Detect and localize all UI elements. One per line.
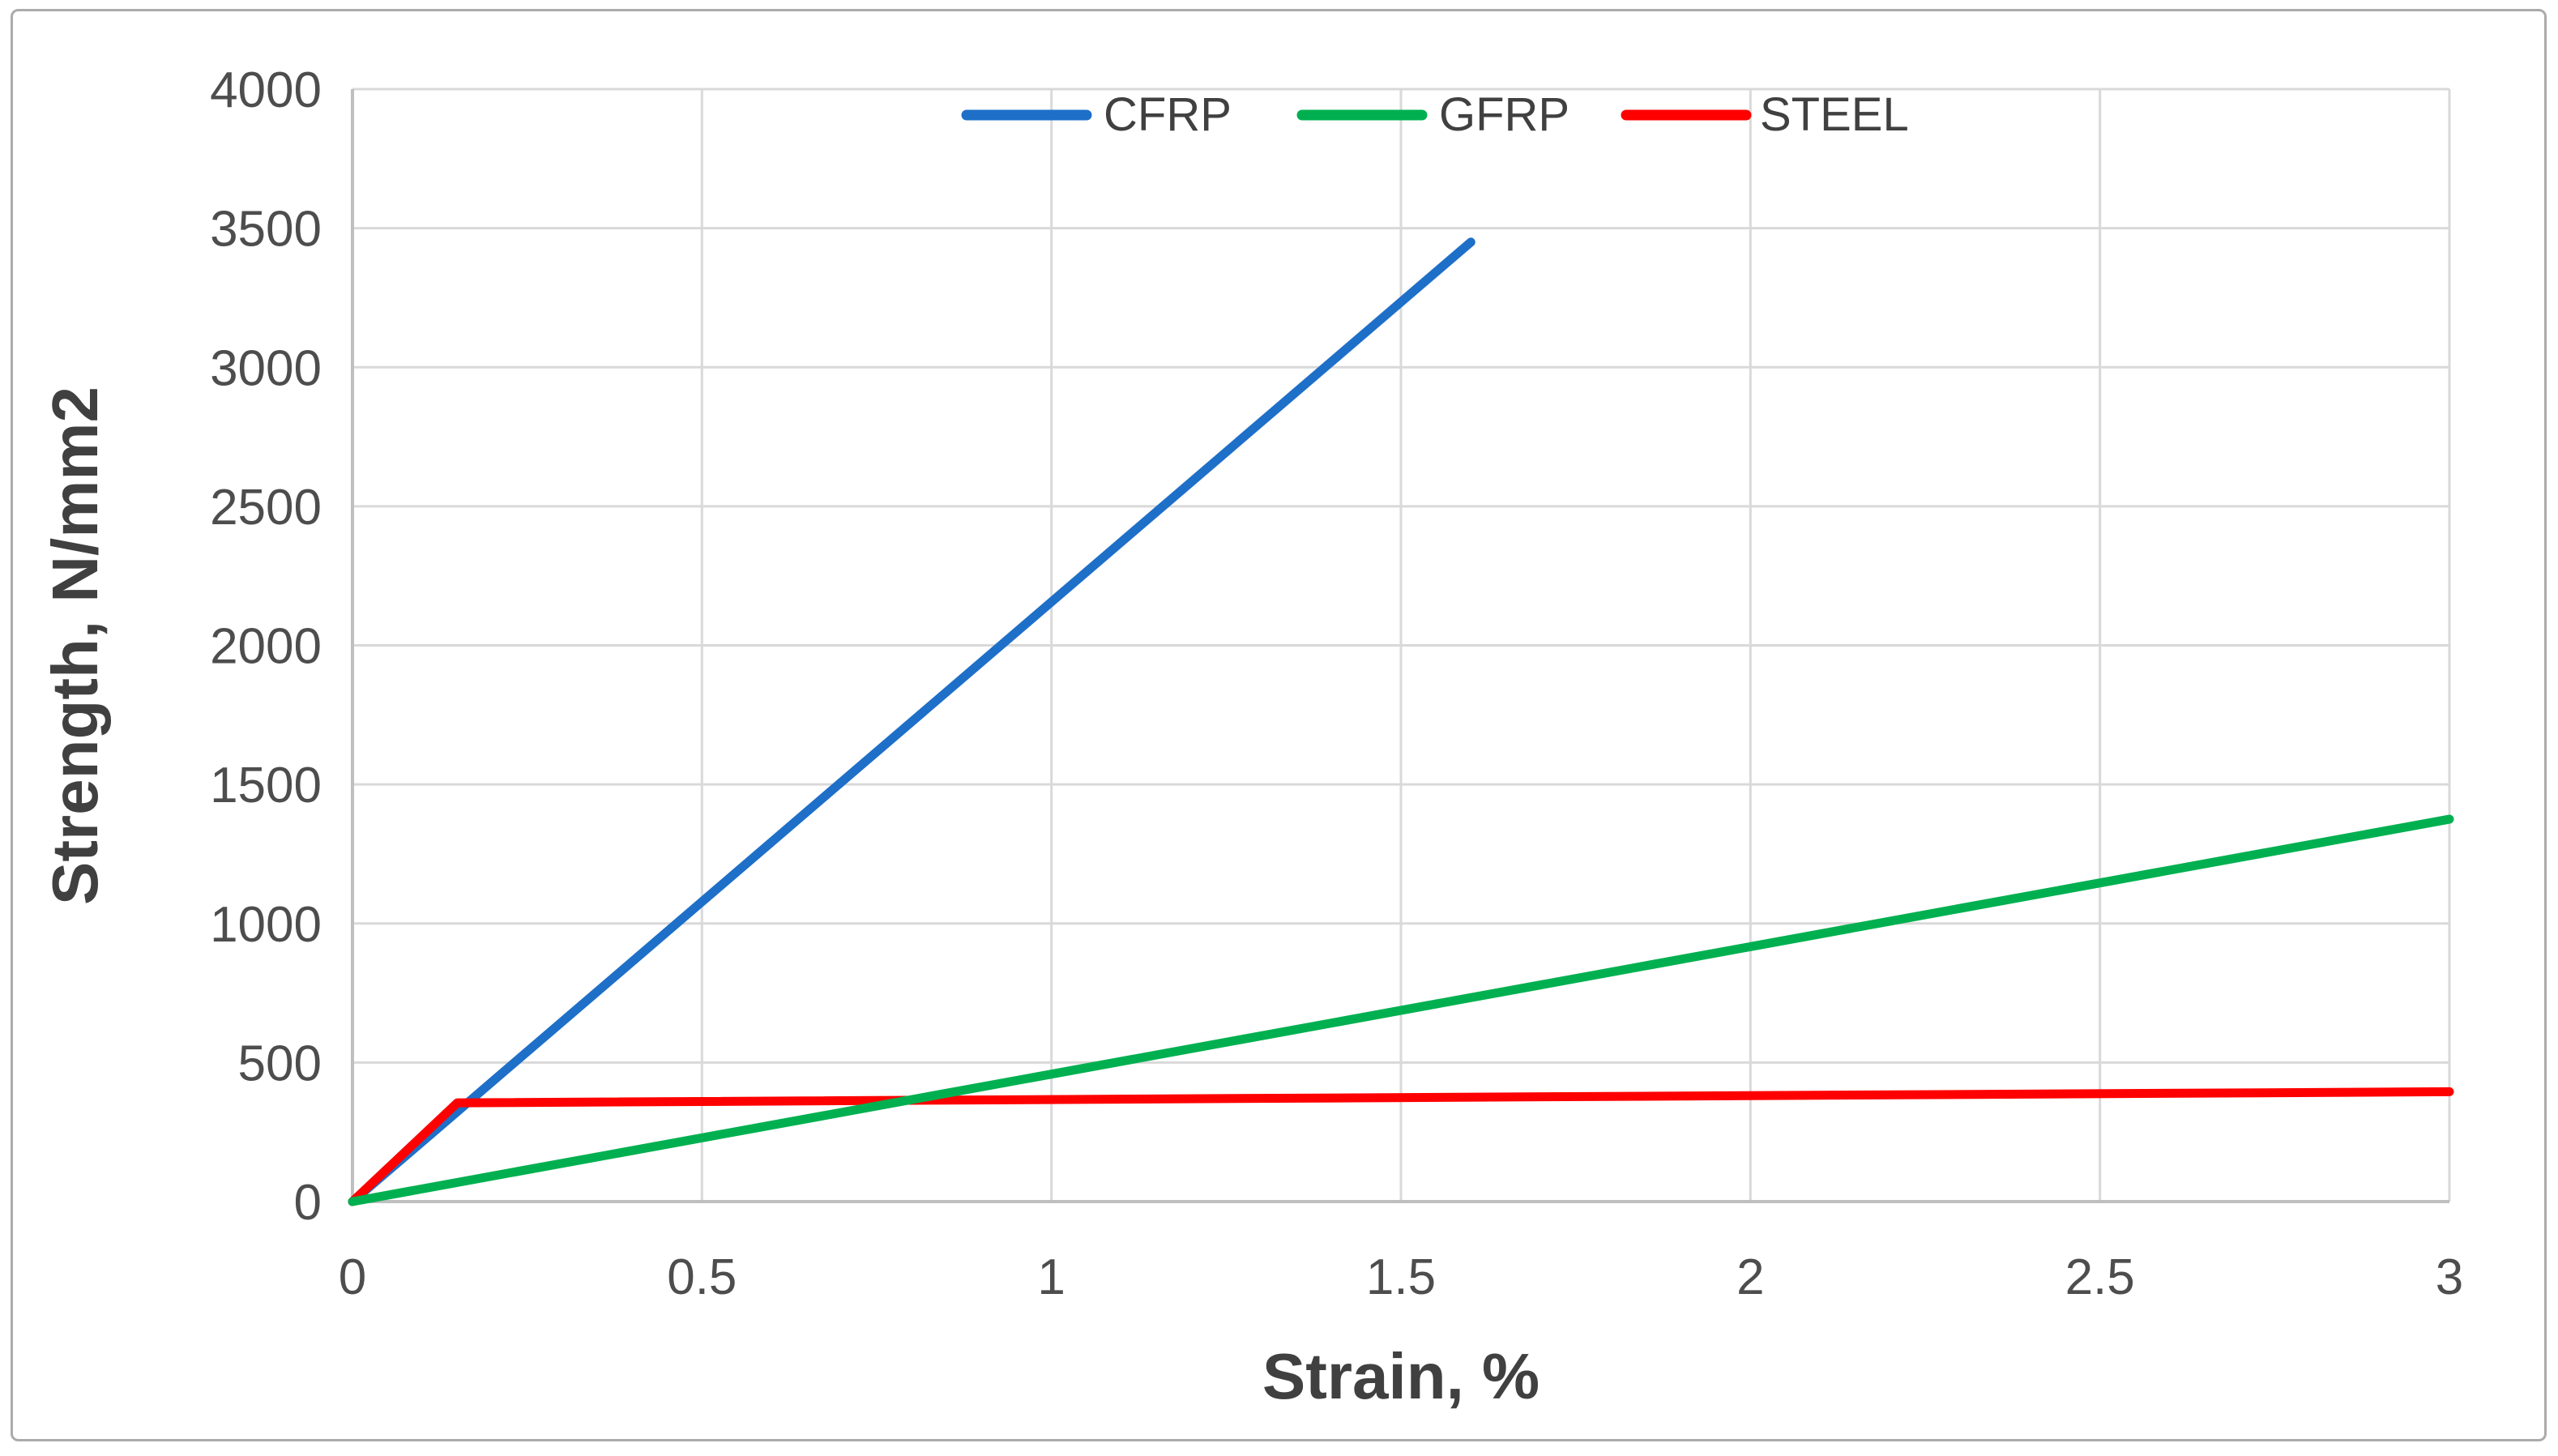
y-axis-title: Strength, N/mm2 [39, 386, 111, 905]
series-line-cfrp [348, 237, 1475, 1206]
legend: CFRP GFRP STEEL [961, 88, 1909, 141]
x-tick-label-3: 3 [2436, 1249, 2463, 1305]
legend-label-gfrp: GFRP [1439, 88, 1569, 141]
x-tick-label-0.5: 0.5 [667, 1249, 737, 1305]
series-line-gfrp [348, 814, 2454, 1206]
x-tick-label-2: 2 [1736, 1249, 1764, 1305]
series-line-steel [348, 1087, 2454, 1206]
x-tick-label-0: 0 [339, 1249, 366, 1305]
y-tick-label-3500: 3500 [210, 202, 322, 258]
x-tick-label-1: 1 [1037, 1249, 1065, 1305]
chart-border [11, 9, 2547, 1441]
y-tick-label-2500: 2500 [210, 480, 322, 536]
plot-area: 0 0.5 1 1.5 2 2.5 3 0 500 1000 1500 2000 2500 3000 350… [210, 62, 2463, 1305]
y-tick-label-1000: 1000 [210, 897, 322, 953]
legend-item-gfrp: GFRP [1296, 88, 1569, 141]
y-tick-label-500: 500 [238, 1035, 322, 1091]
x-tick-label-1.5: 1.5 [1366, 1249, 1436, 1305]
x-axis-title: Strain, % [1262, 1340, 1539, 1412]
legend-item-cfrp: CFRP [961, 88, 1232, 141]
y-tick-label-2000: 2000 [210, 619, 322, 675]
x-tick-label-2.5: 2.5 [2065, 1249, 2135, 1305]
legend-label-steel: STEEL [1760, 88, 1909, 141]
y-tick-label-4000: 4000 [210, 62, 322, 118]
legend-label-cfrp: CFRP [1104, 88, 1232, 141]
y-tick-label-1500: 1500 [210, 758, 322, 813]
legend-item-steel: STEEL [1621, 88, 1909, 141]
y-tick-label-3000: 3000 [210, 340, 322, 396]
y-tick-label-0: 0 [294, 1175, 322, 1231]
